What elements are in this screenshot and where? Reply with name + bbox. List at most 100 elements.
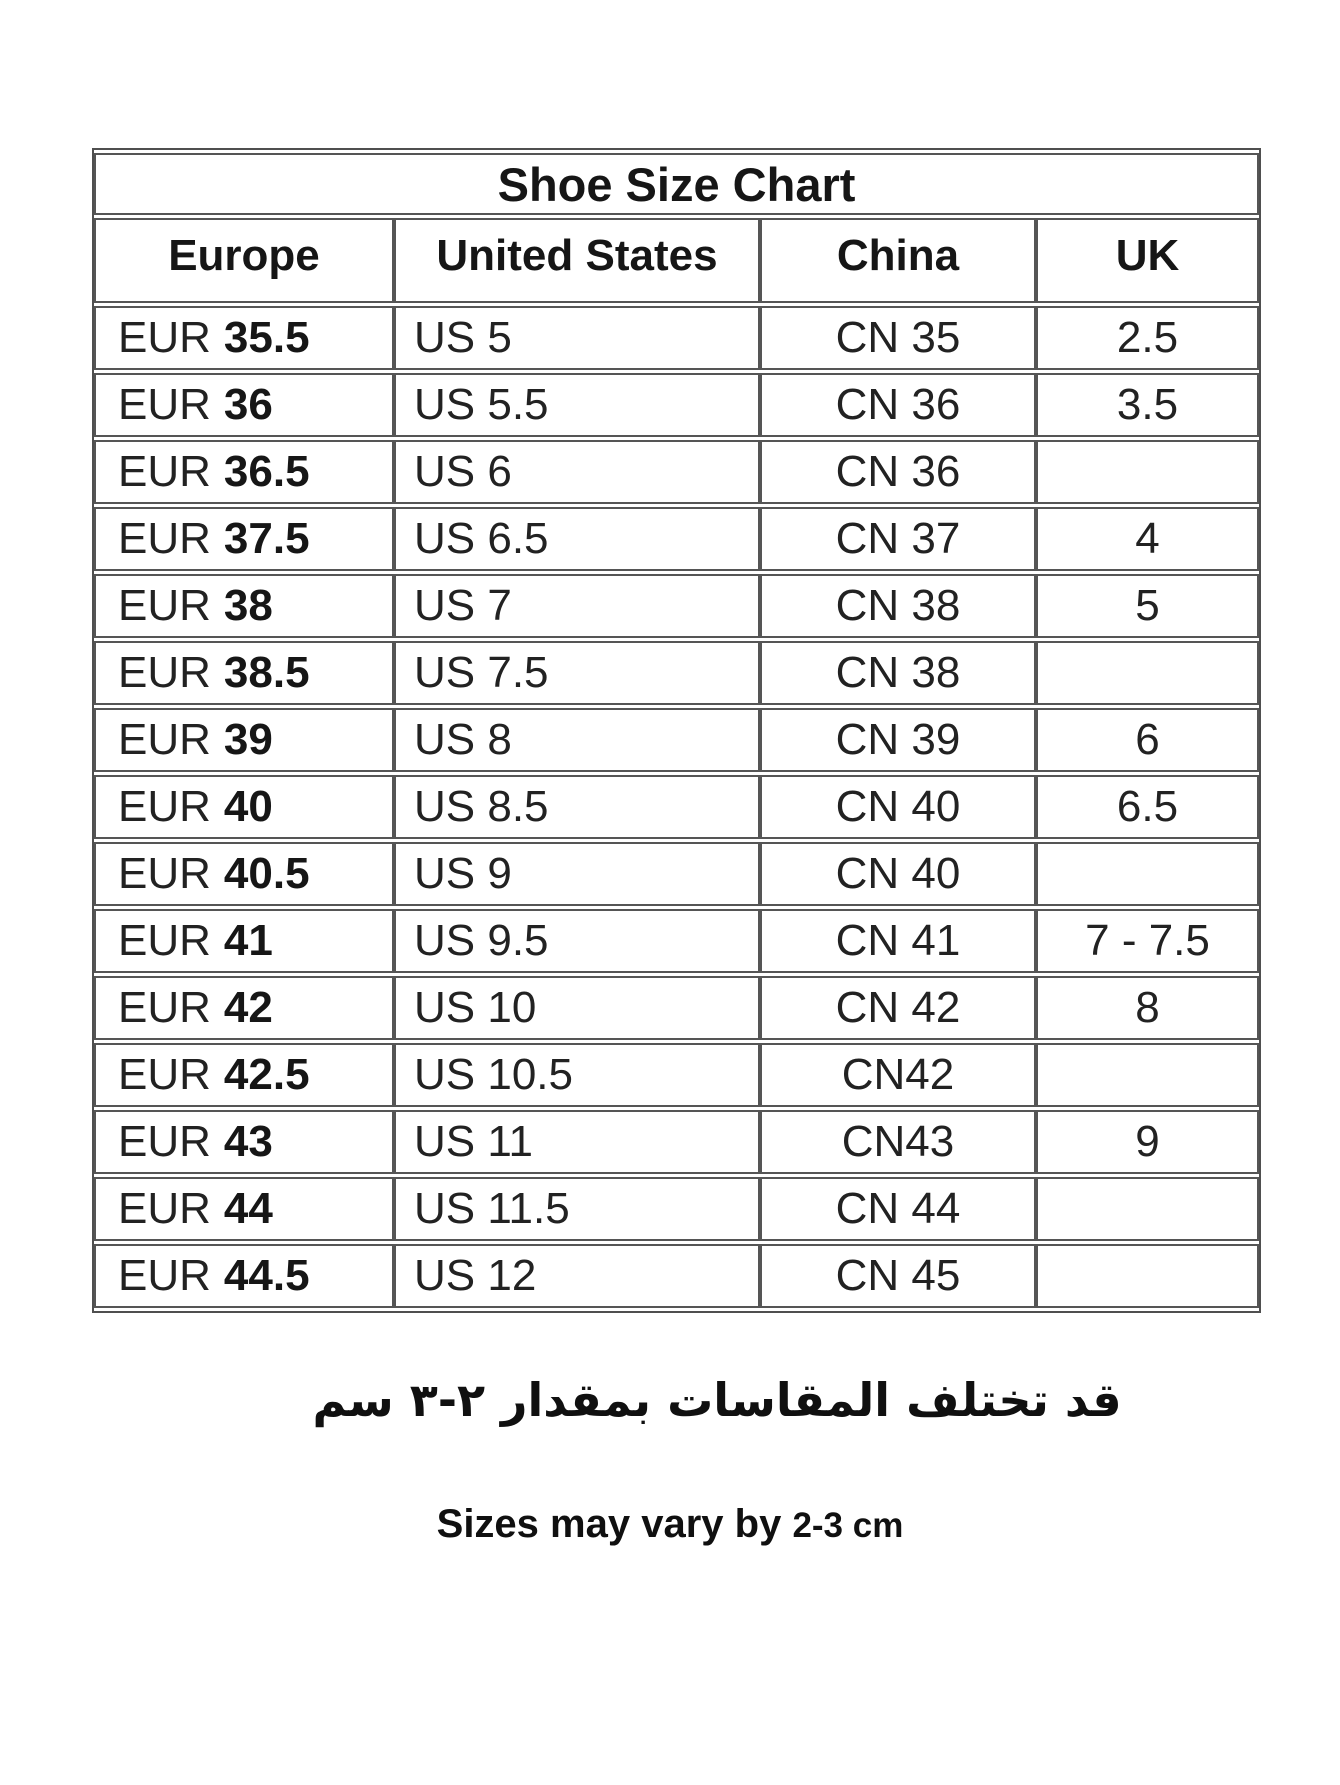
eur-prefix: EUR	[118, 1050, 211, 1099]
table-row: EUR 42.5 US 10.5 CN42	[94, 1043, 1259, 1107]
eur-size: 36.5	[223, 447, 310, 496]
europe-cell: EUR 41	[94, 909, 394, 973]
eur-size: 41	[223, 916, 273, 965]
us-cell: US 11	[394, 1110, 760, 1174]
china-cell: CN 38	[760, 641, 1036, 705]
eur-prefix: EUR	[118, 447, 211, 496]
china-cell: CN43	[760, 1110, 1036, 1174]
europe-cell: EUR 44.5	[94, 1244, 394, 1308]
table-row: EUR 38 US 7 CN 38 5	[94, 574, 1259, 638]
uk-cell	[1036, 842, 1259, 906]
table-row: EUR 36.5 US 6 CN 36	[94, 440, 1259, 504]
eur-size: 38.5	[223, 648, 310, 697]
europe-cell: EUR 38.5	[94, 641, 394, 705]
eur-size: 44.5	[223, 1251, 310, 1300]
uk-cell: 9	[1036, 1110, 1259, 1174]
china-cell: CN 45	[760, 1244, 1036, 1308]
us-cell: US 5.5	[394, 373, 760, 437]
europe-cell: EUR 36.5	[94, 440, 394, 504]
table-row: EUR 36 US 5.5 CN 36 3.5	[94, 373, 1259, 437]
us-cell: US 10.5	[394, 1043, 760, 1107]
europe-cell: EUR 40.5	[94, 842, 394, 906]
eur-prefix: EUR	[118, 581, 211, 630]
table-row: EUR 37.5 US 6.5 CN 37 4	[94, 507, 1259, 571]
china-cell: CN 36	[760, 373, 1036, 437]
uk-cell: 2.5	[1036, 306, 1259, 370]
uk-cell	[1036, 1244, 1259, 1308]
table-row: EUR 43 US 11 CN43 9	[94, 1110, 1259, 1174]
us-cell: US 9.5	[394, 909, 760, 973]
us-cell: US 10	[394, 976, 760, 1040]
table-row: EUR 40.5 US 9 CN 40	[94, 842, 1259, 906]
table-row: EUR 38.5 US 7.5 CN 38	[94, 641, 1259, 705]
title-row: Shoe Size Chart	[94, 153, 1259, 215]
uk-cell: 5	[1036, 574, 1259, 638]
column-header-china: China	[760, 218, 1036, 303]
us-cell: US 11.5	[394, 1177, 760, 1241]
eur-prefix: EUR	[118, 514, 211, 563]
eur-prefix: EUR	[118, 1184, 211, 1233]
eur-prefix: EUR	[118, 648, 211, 697]
english-note-size: 2-3 cm	[792, 1506, 904, 1545]
us-cell: US 5	[394, 306, 760, 370]
eur-prefix: EUR	[118, 380, 211, 429]
china-cell: CN 39	[760, 708, 1036, 772]
us-cell: US 9	[394, 842, 760, 906]
header-row: Europe United States China UK	[94, 218, 1259, 303]
europe-cell: EUR 37.5	[94, 507, 394, 571]
us-cell: US 7.5	[394, 641, 760, 705]
eur-prefix: EUR	[118, 849, 211, 898]
eur-prefix: EUR	[118, 1251, 211, 1300]
eur-size: 39	[223, 715, 273, 764]
english-note: Sizes may vary by 2-3 cm	[0, 1500, 1340, 1548]
table-row: EUR 41 US 9.5 CN 41 7 - 7.5	[94, 909, 1259, 973]
table-title: Shoe Size Chart	[94, 153, 1259, 215]
china-cell: CN 36	[760, 440, 1036, 504]
uk-cell: 8	[1036, 976, 1259, 1040]
europe-cell: EUR 44	[94, 1177, 394, 1241]
eur-size: 40.5	[223, 849, 310, 898]
europe-cell: EUR 39	[94, 708, 394, 772]
china-cell: CN 40	[760, 775, 1036, 839]
table-row: EUR 39 US 8 CN 39 6	[94, 708, 1259, 772]
china-cell: CN 42	[760, 976, 1036, 1040]
eur-size: 43	[223, 1117, 273, 1166]
europe-cell: EUR 38	[94, 574, 394, 638]
europe-cell: EUR 36	[94, 373, 394, 437]
us-cell: US 8	[394, 708, 760, 772]
eur-size: 38	[223, 581, 273, 630]
china-cell: CN 35	[760, 306, 1036, 370]
eur-prefix: EUR	[118, 782, 211, 831]
europe-cell: EUR 42.5	[94, 1043, 394, 1107]
uk-cell	[1036, 1043, 1259, 1107]
uk-cell	[1036, 440, 1259, 504]
table-row: EUR 44.5 US 12 CN 45	[94, 1244, 1259, 1308]
english-note-prefix: Sizes may vary by	[436, 1502, 782, 1546]
eur-prefix: EUR	[118, 715, 211, 764]
arabic-note: قد تختلف المقاسات بمقدار ٢-٣ سم	[312, 1373, 1122, 1427]
uk-cell: 7 - 7.5	[1036, 909, 1259, 973]
china-cell: CN 37	[760, 507, 1036, 571]
china-cell: CN 41	[760, 909, 1036, 973]
eur-size: 35.5	[223, 313, 310, 362]
uk-cell	[1036, 1177, 1259, 1241]
china-cell: CN 40	[760, 842, 1036, 906]
column-header-uk: UK	[1036, 218, 1259, 303]
us-cell: US 6	[394, 440, 760, 504]
eur-size: 42.5	[223, 1050, 310, 1099]
eur-size: 44	[223, 1184, 273, 1233]
eur-size: 36	[223, 380, 273, 429]
europe-cell: EUR 40	[94, 775, 394, 839]
europe-cell: EUR 43	[94, 1110, 394, 1174]
column-header-united-states: United States	[394, 218, 760, 303]
china-cell: CN 44	[760, 1177, 1036, 1241]
eur-prefix: EUR	[118, 983, 211, 1032]
eur-size: 42	[223, 983, 273, 1032]
size-chart-table: Shoe Size Chart Europe United States Chi…	[92, 148, 1261, 1313]
eur-prefix: EUR	[118, 313, 211, 362]
column-header-europe: Europe	[94, 218, 394, 303]
table-row: EUR 42 US 10 CN 42 8	[94, 976, 1259, 1040]
china-cell: CN42	[760, 1043, 1036, 1107]
eur-prefix: EUR	[118, 1117, 211, 1166]
